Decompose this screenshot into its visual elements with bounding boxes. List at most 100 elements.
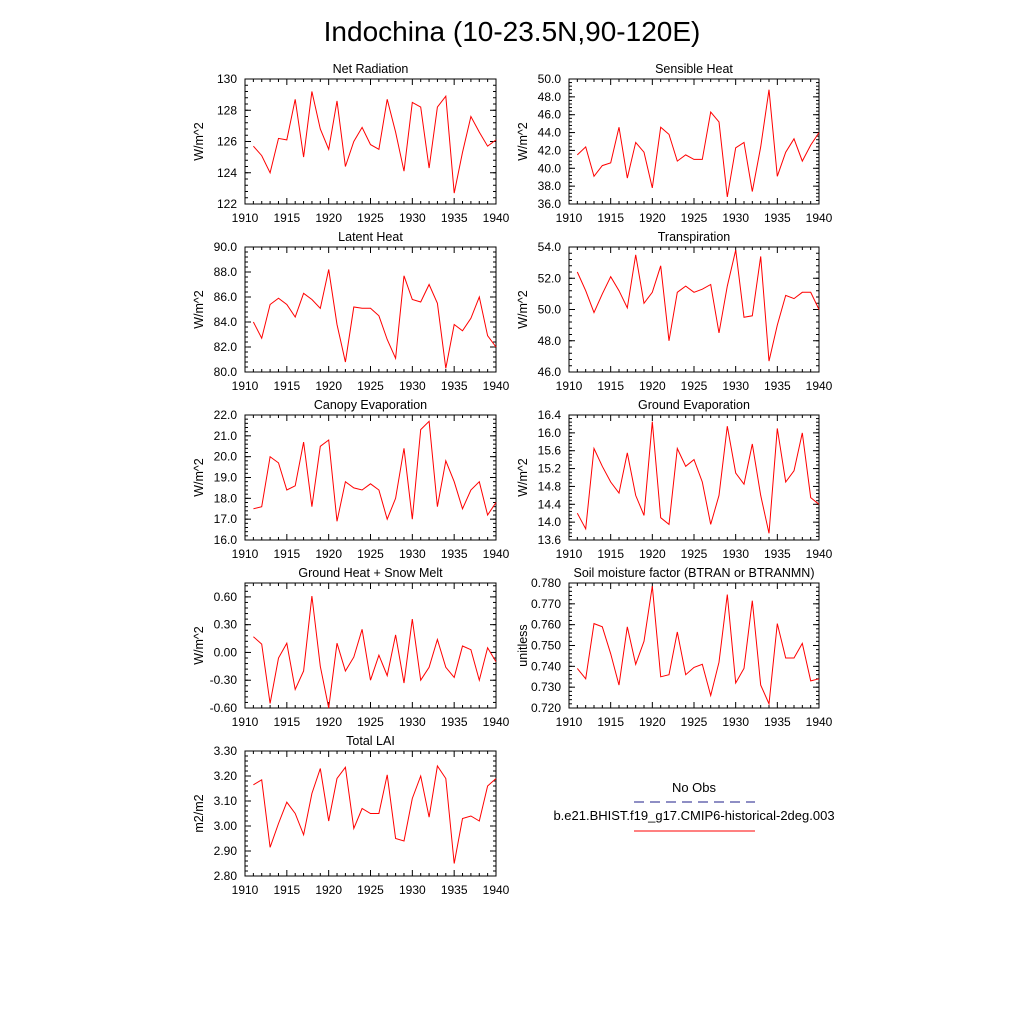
figure-title: Indochina (10-23.5N,90-120E) <box>324 16 701 47</box>
y-tick-label: 14.4 <box>538 497 562 511</box>
x-tick-label: 1930 <box>722 379 749 393</box>
y-tick-label: 0.30 <box>214 618 238 632</box>
x-tick-label: 1915 <box>273 715 300 729</box>
x-tick-label: 1920 <box>315 715 342 729</box>
x-tick-label: 1910 <box>232 547 259 561</box>
y-tick-label: 80.0 <box>214 365 238 379</box>
x-tick-label: 1920 <box>315 547 342 561</box>
panel-2: Sensible Heat W/m^2 1910 1915 1920 1925 1930 19… <box>516 62 833 225</box>
y-tick-label: 48.0 <box>538 90 562 104</box>
y-tick-label: 15.2 <box>538 462 562 476</box>
x-tick-label: 1920 <box>315 883 342 897</box>
x-tick-label: 1925 <box>681 547 708 561</box>
plot-frame <box>568 414 820 541</box>
y-tick-label: 48.0 <box>538 334 562 348</box>
x-tick-label: 1915 <box>273 211 300 225</box>
x-tick-label: 1940 <box>806 379 833 393</box>
y-tick-label: 0.730 <box>531 680 561 694</box>
x-tick-label: 1940 <box>806 715 833 729</box>
series-line <box>253 595 497 709</box>
x-tick-label: 1940 <box>483 547 510 561</box>
y-tick-label: 0.760 <box>531 618 561 632</box>
x-tick-label: 1935 <box>441 715 468 729</box>
y-tick-label: 2.80 <box>214 869 238 883</box>
y-tick-label: 46.0 <box>538 108 562 122</box>
y-tick-label: -0.60 <box>210 701 238 715</box>
y-tick-label: 0.60 <box>214 590 238 604</box>
y-tick-label: 46.0 <box>538 365 562 379</box>
series-line <box>253 764 497 864</box>
x-tick-label: 1925 <box>357 211 384 225</box>
y-tick-label: 17.0 <box>214 512 238 526</box>
y-tick-label: 3.20 <box>214 769 238 783</box>
y-tick-label: 16.4 <box>538 408 562 422</box>
x-tick-label: 1930 <box>722 211 749 225</box>
y-tick-label: 124 <box>217 166 237 180</box>
x-tick-label: 1910 <box>232 715 259 729</box>
x-tick-label: 1935 <box>441 883 468 897</box>
panel-title: Latent Heat <box>338 230 403 244</box>
x-tick-label: 1915 <box>597 211 624 225</box>
plot-frame <box>568 78 820 205</box>
y-tick-label: 50.0 <box>538 303 562 317</box>
y-tick-label: 126 <box>217 135 237 149</box>
panel-3: Latent Heat W/m^2 1910 1915 1920 1925 1930 1935… <box>192 230 510 393</box>
x-tick-label: 1935 <box>441 547 468 561</box>
x-tick-label: 1930 <box>399 379 426 393</box>
y-tick-label: 3.00 <box>214 819 238 833</box>
panel-title: Total LAI <box>346 734 395 748</box>
plot-frame <box>244 582 497 709</box>
y-tick-label: 40.0 <box>538 161 562 175</box>
y-tick-label: 38.0 <box>538 179 562 193</box>
plot-frame <box>244 246 497 373</box>
panel-7: Ground Heat + Snow Melt W/m^2 1910 1915 1920… <box>192 566 510 729</box>
y-axis-label: W/m^2 <box>192 458 206 497</box>
y-axis-label: m2/m2 <box>192 794 206 832</box>
x-tick-label: 1910 <box>232 379 259 393</box>
legend-model-label: b.e21.BHIST.f19_g17.CMIP6-historical-2de… <box>553 808 834 823</box>
y-tick-label: 0.740 <box>531 659 561 673</box>
y-tick-label: 14.0 <box>538 515 562 529</box>
y-axis-label: W/m^2 <box>516 458 530 497</box>
y-tick-label: 36.0 <box>538 197 562 211</box>
y-axis-label: W/m^2 <box>192 122 206 161</box>
x-tick-label: 1935 <box>441 211 468 225</box>
y-tick-label: 50.0 <box>538 72 562 86</box>
x-tick-label: 1920 <box>315 211 342 225</box>
x-tick-label: 1915 <box>597 547 624 561</box>
x-tick-label: 1930 <box>722 547 749 561</box>
series-line <box>576 586 820 706</box>
y-tick-label: 88.0 <box>214 265 238 279</box>
y-axis-label: W/m^2 <box>192 626 206 665</box>
y-tick-label: 84.0 <box>214 315 238 329</box>
plot-frame <box>244 78 497 205</box>
x-tick-label: 1910 <box>232 211 259 225</box>
y-axis-label: W/m^2 <box>516 290 530 329</box>
series-line <box>576 421 820 534</box>
x-tick-label: 1925 <box>681 379 708 393</box>
y-tick-label: 18.0 <box>214 491 238 505</box>
x-tick-label: 1940 <box>483 715 510 729</box>
y-tick-label: 0.780 <box>531 576 561 590</box>
x-tick-label: 1940 <box>806 547 833 561</box>
x-tick-label: 1920 <box>639 211 666 225</box>
y-tick-label: 82.0 <box>214 340 238 354</box>
y-tick-label: 3.10 <box>214 794 238 808</box>
legend-obs-label: No Obs <box>672 780 717 795</box>
series-line <box>252 269 497 369</box>
x-tick-label: 1925 <box>357 379 384 393</box>
y-tick-label: 90.0 <box>214 240 238 254</box>
panel-title: Net Radiation <box>333 62 409 76</box>
legend: No Obs b.e21.BHIST.f19_g17.CMIP6-histori… <box>553 780 835 832</box>
y-tick-label: 3.30 <box>214 744 238 758</box>
panel-4: Transpiration W/m^2 1910 1915 1920 1925 1930 19… <box>516 230 833 393</box>
x-tick-label: 1935 <box>764 211 791 225</box>
x-tick-label: 1930 <box>399 715 426 729</box>
y-tick-label: 16.0 <box>538 426 562 440</box>
panel-title: Canopy Evaporation <box>314 398 427 412</box>
plot-frame <box>568 582 820 709</box>
x-tick-label: 1925 <box>681 715 708 729</box>
series-line <box>576 89 820 197</box>
x-tick-label: 1940 <box>483 379 510 393</box>
x-tick-label: 1910 <box>556 547 583 561</box>
